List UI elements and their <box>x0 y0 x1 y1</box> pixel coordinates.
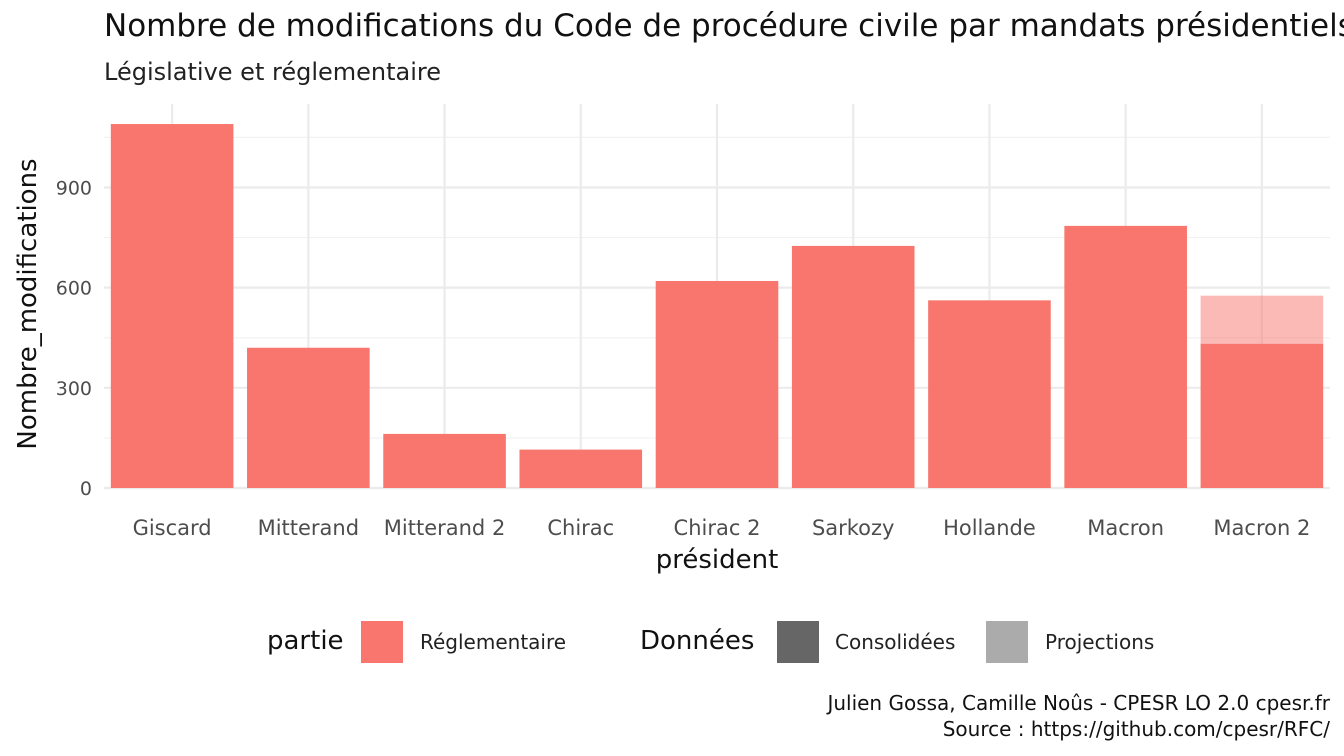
y-tick-label: 300 <box>56 378 92 400</box>
bar-consolidees <box>1200 343 1324 488</box>
bar-consolidees <box>383 433 506 488</box>
x-tick-label: Giscard <box>133 516 212 540</box>
bar-consolidees <box>247 347 370 488</box>
x-tick-label: Mitterand 2 <box>384 516 506 540</box>
x-tick-label: Macron <box>1087 516 1164 540</box>
chart-subtitle: Législative et réglementaire <box>104 58 441 86</box>
bar-consolidees <box>110 124 234 488</box>
caption-source: Source : https://github.com/cpesr/RFC/ <box>942 717 1330 741</box>
x-tick-label: Chirac <box>547 516 614 540</box>
x-tick-label: Sarkozy <box>812 516 895 540</box>
bar-projections <box>1200 295 1324 344</box>
bar-consolidees <box>791 245 915 488</box>
caption-author: Julien Gossa, Camille Noûs - CPESR LO 2.… <box>827 691 1330 715</box>
legend-title-partie: partie <box>267 626 344 656</box>
caption: Julien Gossa, Camille Noûs - CPESR LO 2.… <box>827 690 1330 742</box>
y-tick-label: 600 <box>56 278 92 300</box>
legend-title-donnees: Données <box>640 626 755 656</box>
bar-consolidees <box>519 449 643 488</box>
bar-consolidees <box>655 280 779 488</box>
bar-consolidees <box>1064 225 1187 488</box>
bar-consolidees <box>928 300 1051 488</box>
y-tick-label: 900 <box>56 177 92 199</box>
chart-title: Nombre de modifications du Code de procé… <box>104 8 1344 44</box>
legend-label-consolidees: Consolidées <box>835 630 956 654</box>
x-tick-label: Hollande <box>943 516 1036 540</box>
legend-key-consolidees <box>777 621 819 663</box>
y-tick-label: 0 <box>80 478 92 500</box>
x-tick-label: Mitterand <box>258 516 359 540</box>
legend-key-reglementaire <box>361 621 403 663</box>
x-axis-title: président <box>656 545 779 575</box>
legend-key-projections <box>986 621 1028 663</box>
bar-chart: 0 300 600 900 Giscard Mitterand Mitterand 2 Chi… <box>13 104 1330 575</box>
legend: partie Réglementaire Données Consolidées… <box>0 618 1344 668</box>
x-tick-label: Chirac 2 <box>674 516 761 540</box>
y-axis-title: Nombre_modifications <box>13 158 43 449</box>
legend-label-reglementaire: Réglementaire <box>420 630 567 654</box>
legend-label-projections: Projections <box>1045 630 1155 654</box>
x-tick-label: Macron 2 <box>1213 516 1310 540</box>
